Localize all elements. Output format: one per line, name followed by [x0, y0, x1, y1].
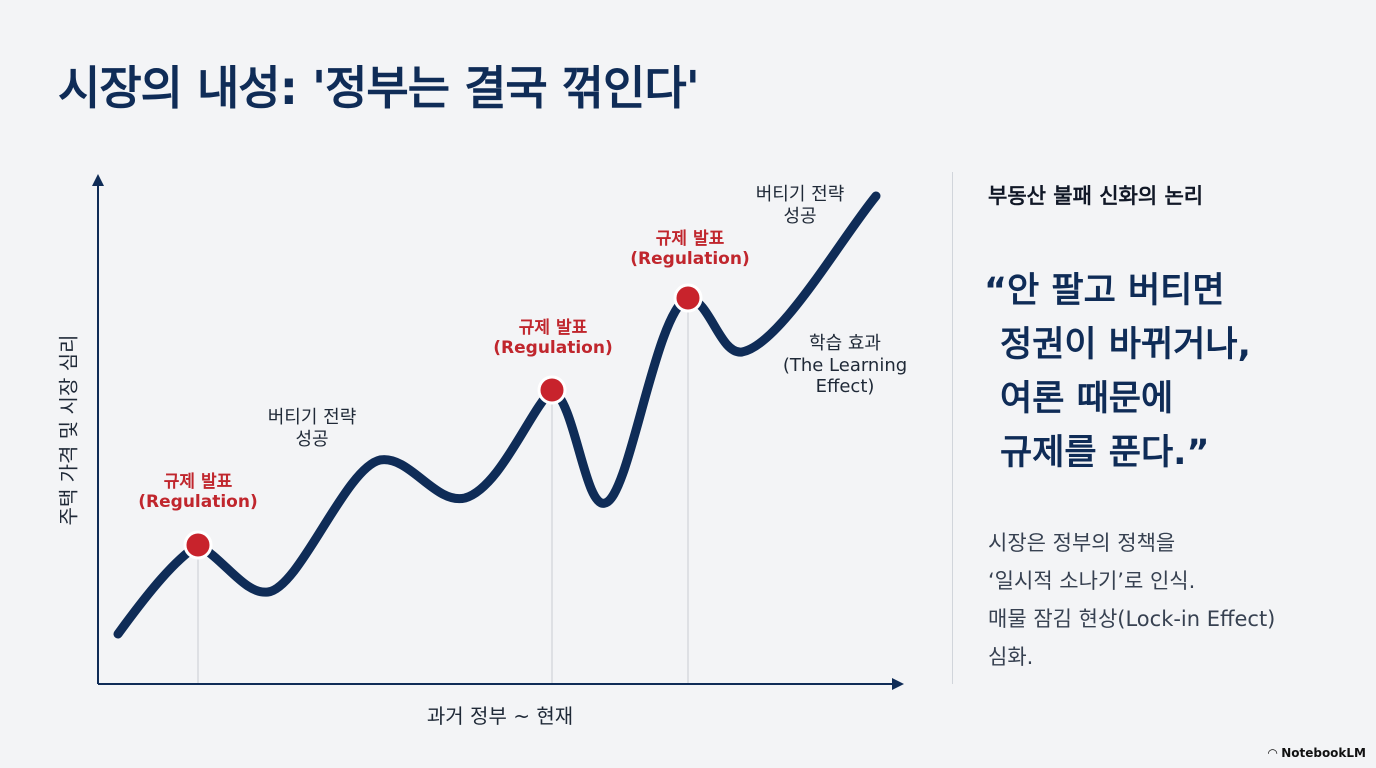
- side-panel-heading: 부동산 불패 신화의 논리: [988, 184, 1204, 208]
- annotation-2-line2: 성공: [783, 205, 817, 227]
- body-line-1: 시장은 정부의 정책을: [988, 531, 1176, 555]
- y-axis-label: 주택 가격 및 시장 심리: [56, 334, 81, 526]
- annotation-hold-strategy-2: 버티기 전략 성공: [756, 184, 845, 227]
- annotation-3-line1: 학습 효과: [809, 333, 881, 354]
- regulation-label-1-title: 규제 발표: [163, 472, 233, 492]
- regulation-marker-2: [537, 375, 567, 405]
- quote-line-2: 정권이 바뀌거나,: [1000, 325, 1251, 365]
- annotation-2-line1: 버티기 전략: [755, 184, 845, 205]
- side-panel-quote: “안 팔고 버티면 정권이 바뀌거나, 여론 때문에 규제를 푼다.”: [984, 264, 1251, 480]
- regulation-label-2: 규제 발표 (Regulation): [493, 318, 612, 359]
- side-panel-body: 시장은 정부의 정책을 ‘일시적 소나기’로 인식. 매물 잠김 현상(Lock…: [988, 524, 1275, 676]
- regulation-marker-1: [183, 530, 213, 560]
- annotation-learning-effect: 학습 효과 (The Learning Effect): [783, 333, 907, 398]
- regulation-label-3-title: 규제 발표: [655, 229, 725, 249]
- annotation-1-line1: 버티기 전략: [267, 407, 357, 428]
- regulation-label-2-sub: (Regulation): [493, 338, 613, 359]
- annotation-3-line2: (The Learning: [782, 354, 908, 376]
- brand-watermark: ◠ NotebookLM: [1268, 746, 1366, 760]
- page-title: 시장의 내성: '정부는 결국 꺾인다': [58, 61, 700, 115]
- brand-name: NotebookLM: [1281, 746, 1366, 760]
- annotation-1-line2: 성공: [295, 428, 329, 450]
- regulation-marker-3: [673, 283, 703, 313]
- regulation-label-3: 규제 발표 (Regulation): [630, 229, 749, 270]
- annotation-3-line3: Effect): [815, 376, 875, 398]
- body-line-4: 심화.: [988, 645, 1034, 669]
- body-line-3: 매물 잠김 현상(Lock-in Effect): [988, 607, 1276, 631]
- price-curve: [113, 191, 881, 639]
- notebooklm-logo-icon: ◠: [1267, 746, 1278, 760]
- regulation-label-2-title: 규제 발표: [518, 318, 588, 338]
- regulation-label-3-sub: (Regulation): [630, 249, 750, 270]
- quote-line-4: 규제를 푼다.”: [1000, 433, 1210, 473]
- quote-line-3: 여론 때문에: [1000, 379, 1174, 419]
- body-line-2: ‘일시적 소나기’로 인식.: [988, 569, 1196, 593]
- panel-divider: [952, 172, 953, 684]
- x-axis-label: 과거 정부 ~ 현재: [426, 704, 574, 728]
- regulation-label-1: 규제 발표 (Regulation): [138, 472, 257, 513]
- regulation-label-1-sub: (Regulation): [138, 492, 258, 513]
- annotation-hold-strategy-1: 버티기 전략 성공: [268, 407, 357, 450]
- quote-line-1: “안 팔고 버티면: [984, 271, 1225, 311]
